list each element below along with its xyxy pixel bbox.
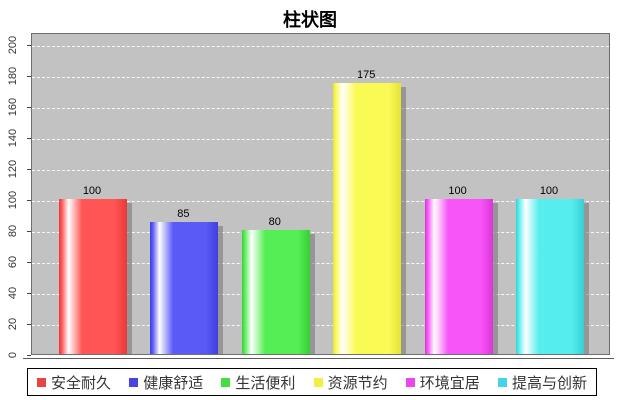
legend-item-环境宜居: 环境宜居	[405, 372, 480, 393]
legend-label: 资源节约	[327, 374, 388, 392]
y-tick-mark-160	[27, 107, 31, 109]
bar-提高与创新	[516, 199, 584, 354]
y-tick-mark-60	[27, 262, 31, 264]
chart-title: 柱状图	[283, 10, 337, 30]
legend-item-安全耐久: 安全耐久	[37, 372, 111, 393]
x-axis-line	[23, 358, 614, 359]
y-tick-mark-20	[27, 324, 31, 326]
legend-swatch-icon	[313, 377, 323, 387]
legend-item-生活便利: 生活便利	[221, 372, 295, 393]
bar-value-label-生活便利: 80	[268, 216, 281, 229]
bar-安全耐久	[59, 199, 127, 354]
gridline-60	[32, 263, 609, 265]
legend-label: 提高与创新	[511, 374, 587, 392]
legend-label: 健康舒适	[143, 374, 204, 392]
bar-value-label-环境宜居: 100	[448, 185, 467, 198]
legend-item-健康舒适: 健康舒适	[129, 372, 203, 393]
gridline-180	[32, 77, 609, 79]
gridline-140	[32, 139, 609, 141]
gridline-160	[32, 108, 609, 110]
y-tick-mark-0	[27, 355, 31, 356]
bar-生活便利	[241, 230, 310, 354]
y-tick-mark-100	[27, 200, 31, 202]
bar-资源节约	[333, 83, 402, 354]
legend-label: 生活便利	[235, 374, 296, 392]
legend-swatch-icon	[221, 377, 231, 387]
gridline-120	[32, 170, 609, 172]
gridline-80	[32, 232, 609, 234]
legend-item-资源节约: 资源节约	[313, 372, 388, 393]
gridline-200	[32, 46, 609, 48]
bar-环境宜居	[424, 199, 493, 354]
y-tick-mark-80	[27, 231, 31, 233]
legend-swatch-icon	[405, 377, 415, 387]
gridline-40	[32, 294, 609, 296]
gridline-100	[32, 201, 609, 203]
y-tick-mark-40	[27, 293, 31, 295]
y-tick-mark-120	[27, 169, 31, 171]
legend-swatch-icon	[129, 377, 139, 387]
y-tick-mark-180	[27, 76, 31, 78]
y-tick-label-200: 200	[7, 36, 19, 55]
bar-value-label-健康舒适: 85	[177, 208, 190, 221]
bar-value-label-资源节约: 175	[357, 69, 376, 82]
bar-value-label-提高与创新: 100	[539, 185, 559, 198]
legend-item-提高与创新: 提高与创新	[497, 372, 587, 393]
legend-swatch-icon	[37, 377, 46, 387]
bar-value-label-安全耐久: 100	[82, 185, 102, 198]
bar-健康舒适	[150, 222, 219, 354]
y-tick-mark-140	[27, 138, 31, 140]
legend-label: 环境宜居	[419, 374, 480, 392]
legend-swatch-icon	[497, 377, 507, 387]
gridline-20	[32, 325, 609, 327]
plot-area	[31, 33, 610, 355]
legend-label: 安全耐久	[51, 374, 112, 392]
y-tick-mark-200	[27, 45, 31, 47]
legend: 安全耐久 健康舒适 生活便利 资源节约 环境宜居 提高与创新	[27, 368, 597, 396]
